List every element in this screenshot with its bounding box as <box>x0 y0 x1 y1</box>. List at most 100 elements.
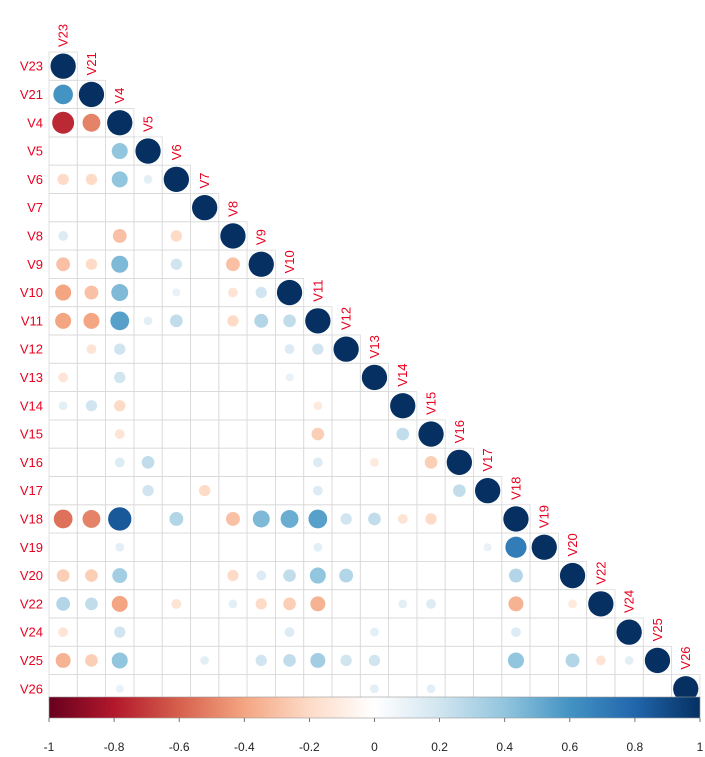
corr-circle-V25-V4 <box>111 652 128 669</box>
grid-cell <box>529 589 559 619</box>
corr-circle-V15-V4 <box>114 429 125 439</box>
corr-circle-V5-V5 <box>135 138 161 164</box>
grid-cell <box>444 589 474 619</box>
corr-circle-V22-V15 <box>426 598 436 609</box>
corr-circle-V4-V4 <box>107 110 133 136</box>
column-label: V26 <box>678 646 693 669</box>
corr-circle-V16-V16 <box>446 449 472 475</box>
corr-circle-V9-V21 <box>85 258 98 270</box>
corr-circle-V9-V6 <box>170 258 183 270</box>
row-label: V23 <box>20 59 43 74</box>
column-label: V11 <box>310 280 325 302</box>
grid-cell <box>133 391 163 421</box>
grid-cell <box>76 447 107 477</box>
corr-circle-V7-V7 <box>192 195 218 221</box>
grid-cell <box>161 447 191 477</box>
colorbar-ticks: -1 -0.8 -0.6 -0.4 -0.2 0 0.2 0.4 0.6 0.8 1 <box>44 718 704 754</box>
grid-cell <box>586 617 616 647</box>
grid-cell <box>218 391 248 421</box>
grid-cell <box>133 277 163 308</box>
corr-circle-V16-V11 <box>312 457 323 468</box>
grid-cell <box>444 532 474 562</box>
corr-circle-V18-V14 <box>397 514 408 524</box>
corr-circle-V22-V21 <box>85 597 98 611</box>
corr-circle-V10-V10 <box>276 279 303 306</box>
corr-circle-V19-V4 <box>115 542 125 552</box>
grid-cell <box>161 532 191 562</box>
grid-cell <box>359 391 389 421</box>
corr-circle-V14-V14 <box>390 393 416 419</box>
grid-cell <box>48 447 78 477</box>
corr-circle-V25-V22 <box>595 655 606 666</box>
corr-circle-V12-V12 <box>333 336 359 362</box>
corr-circle-V6-V23 <box>57 173 69 186</box>
corr-circle-V13-V13 <box>361 364 388 391</box>
grid-cell <box>76 221 107 251</box>
grid-cell <box>190 277 220 308</box>
grid-cell <box>76 136 107 166</box>
corr-circle-V25-V9 <box>255 654 267 667</box>
grid-cell <box>48 419 78 449</box>
grid-cell <box>331 419 361 449</box>
column-label: V14 <box>395 363 410 386</box>
row-label: V19 <box>20 540 43 555</box>
grid-cell <box>444 617 474 647</box>
grid-cell <box>105 193 135 223</box>
grid-cell <box>529 617 559 647</box>
corr-circle-V10-V23 <box>55 284 72 301</box>
corr-circle-V10-V8 <box>228 287 238 298</box>
corr-circle-V18-V23 <box>53 509 73 529</box>
column-label: V12 <box>339 307 354 330</box>
corr-circle-V20-V10 <box>283 569 296 582</box>
column-label: V25 <box>650 618 665 641</box>
grid-cell <box>76 419 107 449</box>
corr-circle-V12-V21 <box>86 344 97 355</box>
corr-circle-V19-V11 <box>313 542 323 552</box>
grid-cell <box>190 391 220 421</box>
column-label: V7 <box>197 173 212 189</box>
grid-cell <box>133 249 163 279</box>
grid-cell <box>331 447 361 477</box>
grid-cell <box>274 532 305 562</box>
grid-cell <box>161 362 191 392</box>
row-label: V21 <box>20 87 43 102</box>
colorbar-tick-label: 0.8 <box>627 740 644 754</box>
corr-circle-V6-V4 <box>111 171 128 188</box>
grid-cell <box>473 504 503 534</box>
corr-circle-V22-V11 <box>310 596 326 612</box>
column-label: V10 <box>282 250 297 273</box>
corr-circle-V22-V20 <box>568 599 577 609</box>
grid-cell <box>76 193 107 223</box>
grid-cell <box>416 476 446 506</box>
corr-circle-V20-V12 <box>339 568 354 583</box>
corr-circle-V13-V23 <box>58 372 69 383</box>
corr-circle-V25-V24 <box>624 656 634 665</box>
corr-circle-V24-V10 <box>284 627 295 638</box>
grid-cell <box>388 532 418 562</box>
corr-circle-V10-V21 <box>84 285 99 300</box>
corr-circle-V25-V21 <box>85 654 98 667</box>
corr-circle-V11-V11 <box>305 308 331 334</box>
column-labels: V23 V21 V4 V5 V6 V7 V8 V9 V10 V11 V12 V13 V14 V15 V16 V… <box>56 24 694 670</box>
corr-circle-V26-V13 <box>370 684 379 694</box>
grid-cell <box>48 334 78 364</box>
corr-circle-V25-V13 <box>368 654 381 667</box>
corr-circle-V13-V4 <box>114 371 126 384</box>
corr-circle-V11-V4 <box>110 311 130 331</box>
corr-circle-V22-V8 <box>228 599 238 609</box>
grid-cell <box>161 419 191 449</box>
grid-cell <box>331 617 361 647</box>
grid-cell <box>133 532 163 562</box>
column-label: V16 <box>452 420 467 443</box>
grid-cell <box>246 362 276 392</box>
grid-cell <box>133 419 163 449</box>
row-label: V24 <box>20 625 43 640</box>
grid-cell <box>218 476 248 506</box>
colorbar-tick-label: -0.2 <box>299 740 320 754</box>
grid-cell <box>388 476 418 506</box>
corr-circle-V8-V8 <box>220 223 246 249</box>
corr-circle-V10-V9 <box>255 286 267 299</box>
grid-cell <box>359 561 389 591</box>
corr-circle-V11-V23 <box>55 312 72 329</box>
